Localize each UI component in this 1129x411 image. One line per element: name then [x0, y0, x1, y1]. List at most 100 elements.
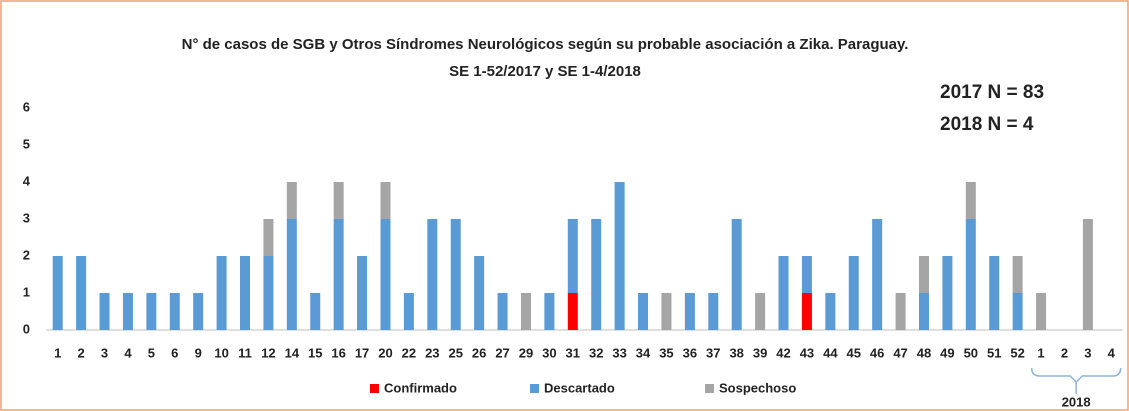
bar-segment	[450, 219, 461, 330]
bar-segment	[731, 219, 742, 330]
x-tick-label: 4	[124, 345, 132, 360]
y-tick-label: 6	[23, 99, 30, 114]
x-tick-label: 10	[214, 345, 228, 360]
bar-segment	[286, 182, 297, 219]
x-tick-label: 42	[776, 345, 790, 360]
y-tick-label: 2	[23, 247, 30, 262]
x-tick-label: 31	[566, 345, 580, 360]
x-tick-label: 29	[519, 345, 533, 360]
x-tick-label: 17	[355, 345, 369, 360]
bar-segment	[638, 293, 649, 330]
x-tick-label: 34	[636, 345, 651, 360]
bar-segment	[567, 219, 578, 293]
legend-swatch	[705, 384, 714, 393]
bar-segment	[403, 293, 414, 330]
bar-segment	[169, 293, 180, 330]
bar-segment	[895, 293, 906, 330]
bar-segment	[661, 293, 672, 330]
bar-segment	[333, 182, 344, 219]
bar-segment	[1012, 293, 1023, 330]
bar-segment	[755, 293, 766, 330]
bar-segment	[801, 256, 812, 293]
x-tick-label: 36	[683, 345, 697, 360]
x-tick-label: 15	[308, 345, 322, 360]
bar-segment	[965, 182, 976, 219]
y-tick-label: 0	[23, 321, 30, 336]
x-tick-label: 3	[101, 345, 108, 360]
legend-label: Sospechoso	[719, 380, 796, 395]
x-tick-label: 30	[542, 345, 556, 360]
x-tick-label: 2	[78, 345, 85, 360]
bar-segment	[427, 219, 438, 330]
x-tick-label: 44	[823, 345, 838, 360]
bar-segment	[240, 256, 251, 330]
bar-segment	[333, 219, 344, 330]
y-tick-label: 5	[23, 136, 30, 151]
bar-segment	[216, 256, 227, 330]
x-tick-label: 2	[1061, 345, 1068, 360]
x-tick-label: 43	[800, 345, 814, 360]
x-tick-label: 45	[847, 345, 861, 360]
bar-segment	[1036, 293, 1047, 330]
x-tick-label: 4	[1108, 345, 1116, 360]
bar-segment	[544, 293, 555, 330]
x-tick-label: 9	[195, 345, 202, 360]
bar-segment	[52, 256, 63, 330]
x-tick-label: 20	[378, 345, 392, 360]
bar-segment	[286, 219, 297, 330]
bar-segment	[497, 293, 508, 330]
bar-segment	[193, 293, 204, 330]
x-tick-label: 51	[987, 345, 1001, 360]
x-tick-label: 1	[54, 345, 61, 360]
y-tick-label: 4	[23, 173, 31, 188]
x-tick-label: 23	[425, 345, 439, 360]
bar-segment	[918, 293, 929, 330]
bar-segment	[872, 219, 883, 330]
x-tick-label: 26	[472, 345, 486, 360]
x-tick-label: 5	[148, 345, 155, 360]
x-tick-label: 1	[1037, 345, 1044, 360]
x-tick-label: 50	[964, 345, 978, 360]
bar-segment	[146, 293, 157, 330]
group-label: 2018	[1062, 394, 1091, 409]
bar-segment	[989, 256, 1000, 330]
y-tick-label: 1	[23, 284, 30, 299]
x-tick-label: 32	[589, 345, 603, 360]
x-tick-label: 12	[261, 345, 275, 360]
x-tick-label: 49	[940, 345, 954, 360]
annotation: 2017 N = 83	[940, 82, 1044, 103]
x-tick-label: 37	[706, 345, 720, 360]
x-tick-label: 14	[285, 345, 300, 360]
bar-segment	[778, 256, 789, 330]
bar-segment	[122, 293, 133, 330]
y-tick-label: 3	[23, 210, 30, 225]
bar-segment	[942, 256, 953, 330]
bar-segment	[591, 219, 602, 330]
x-tick-label: 52	[1010, 345, 1024, 360]
bar-segment	[357, 256, 368, 330]
bar-segment	[801, 293, 812, 330]
bar-segment	[474, 256, 485, 330]
bar-segment	[76, 256, 87, 330]
x-tick-label: 48	[917, 345, 931, 360]
x-tick-label: 3	[1084, 345, 1091, 360]
bar-segment	[263, 256, 274, 330]
x-tick-label: 46	[870, 345, 884, 360]
bar-segment	[848, 256, 859, 330]
x-tick-label: 11	[238, 345, 252, 360]
bar-segment	[99, 293, 110, 330]
x-tick-label: 33	[612, 345, 626, 360]
bar-segment	[520, 293, 531, 330]
x-tick-label: 27	[495, 345, 509, 360]
annotation: 2018 N = 4	[940, 114, 1034, 135]
bar-segment	[380, 182, 391, 219]
group-bracket	[1030, 367, 1122, 384]
x-tick-label: 6	[171, 345, 178, 360]
bar-segment	[684, 293, 695, 330]
bar-segment	[1082, 219, 1093, 330]
bar-segment	[1012, 256, 1023, 293]
bar-segment	[263, 219, 274, 256]
bar-segment	[380, 219, 391, 330]
